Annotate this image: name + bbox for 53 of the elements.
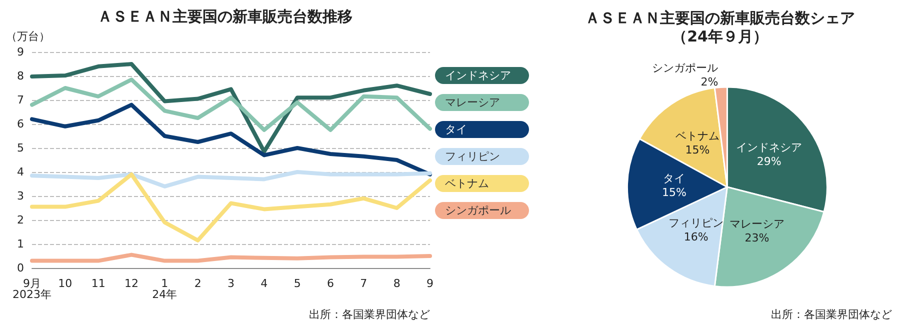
x-tick-label: 9月 2023年	[12, 277, 52, 301]
line-series	[30, 170, 432, 188]
data-label: 16%	[684, 230, 708, 244]
y-tick-label: 5	[17, 142, 24, 154]
y-tick-label: 3	[17, 190, 24, 202]
x-tick-label: 11	[91, 277, 106, 290]
y-axis-title: （万台）	[6, 30, 50, 43]
chart-title: ＡＳＥＡＮ主要国の新車販売台数シェア	[585, 9, 855, 27]
slice-label: ベトナム	[675, 130, 720, 143]
x-tick-label: 2	[194, 277, 202, 290]
data-label: 29%	[756, 155, 782, 168]
chart-subtitle: （24年９月）	[672, 28, 768, 46]
x-tick-label: 12	[124, 277, 138, 290]
x-tick-label: 9	[426, 277, 434, 290]
x-tick-label: 8	[393, 277, 400, 290]
series-label: フィリピン	[445, 150, 500, 163]
x-tick-label: 3	[228, 277, 234, 290]
chart-title: ＡＳＥＡＮ主要国の新車販売台数推移	[98, 8, 352, 26]
text: マレーシア	[445, 96, 500, 109]
data-label: 15%	[685, 144, 710, 157]
text: タイ	[445, 123, 467, 136]
y-tick-label: 7	[17, 94, 24, 106]
line-series	[30, 102, 432, 176]
x-tick-label: 6	[327, 277, 334, 290]
data-label: 23%	[744, 231, 770, 244]
series-label: ベトナム	[445, 177, 489, 190]
data-label: 15%	[662, 186, 686, 199]
text: 出所：各国業界団体など	[309, 308, 430, 321]
y-tick-label: 6	[17, 118, 24, 130]
text: シンガポール	[445, 204, 511, 217]
y-tick-label: 4	[17, 166, 24, 178]
y-tick-label: 2	[17, 214, 24, 226]
x-tick-label: 10	[58, 277, 72, 290]
line-series	[30, 252, 432, 263]
y-tick-label: 0	[17, 262, 24, 274]
x-tick-label: 7	[360, 277, 368, 290]
y-tick-label: 1	[17, 238, 24, 250]
x-tick-label: 4	[260, 277, 268, 290]
x-tick-label: 5	[294, 277, 301, 290]
x-tick-label: 1 24年	[152, 277, 178, 301]
text: 出所：各国業界団体など	[771, 308, 892, 321]
y-tick-label: 9	[17, 46, 24, 58]
series-label: インドネシア	[445, 69, 511, 82]
data-label: 2%	[700, 76, 718, 89]
slice-label: マレーシア	[729, 217, 784, 230]
slice-label: フィリピン	[668, 216, 724, 230]
slice-label: シンガポール	[652, 62, 718, 75]
line-series	[30, 62, 432, 154]
slice-label: インドネシア	[736, 141, 802, 154]
y-tick-label: 8	[17, 70, 24, 82]
line-series	[30, 172, 432, 242]
line-series	[30, 78, 432, 132]
slice-label: タイ	[663, 172, 686, 185]
